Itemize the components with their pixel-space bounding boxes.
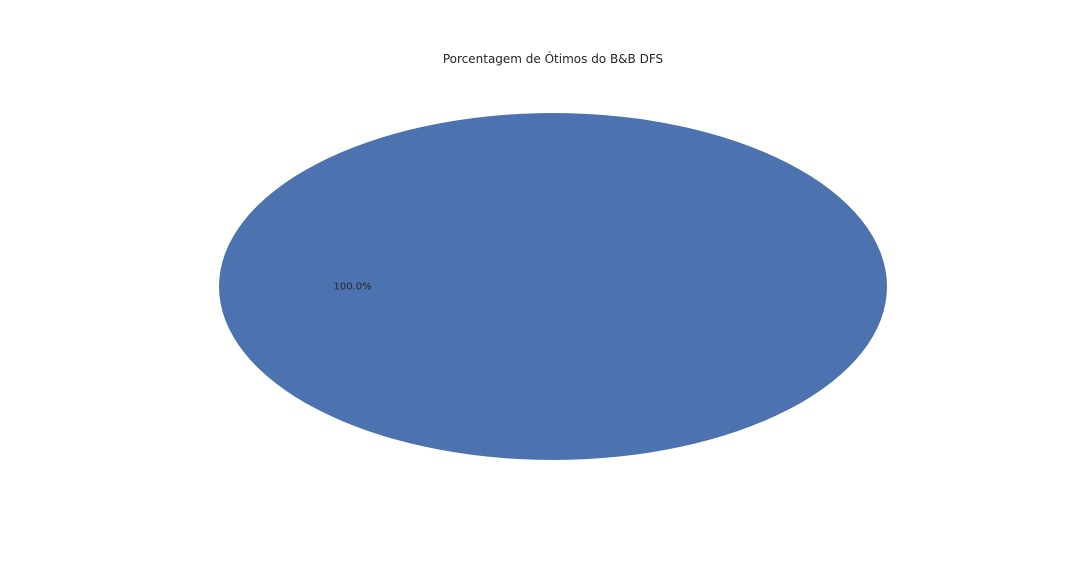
pie-slice-percent-label: 100.0% xyxy=(334,282,372,293)
chart-title: Porcentagem de Ótimos do B&B DFS xyxy=(443,51,663,66)
pie-labels-group: 100.0% xyxy=(334,282,372,293)
pie-slice xyxy=(219,113,887,460)
pie-slices-group xyxy=(219,113,887,460)
